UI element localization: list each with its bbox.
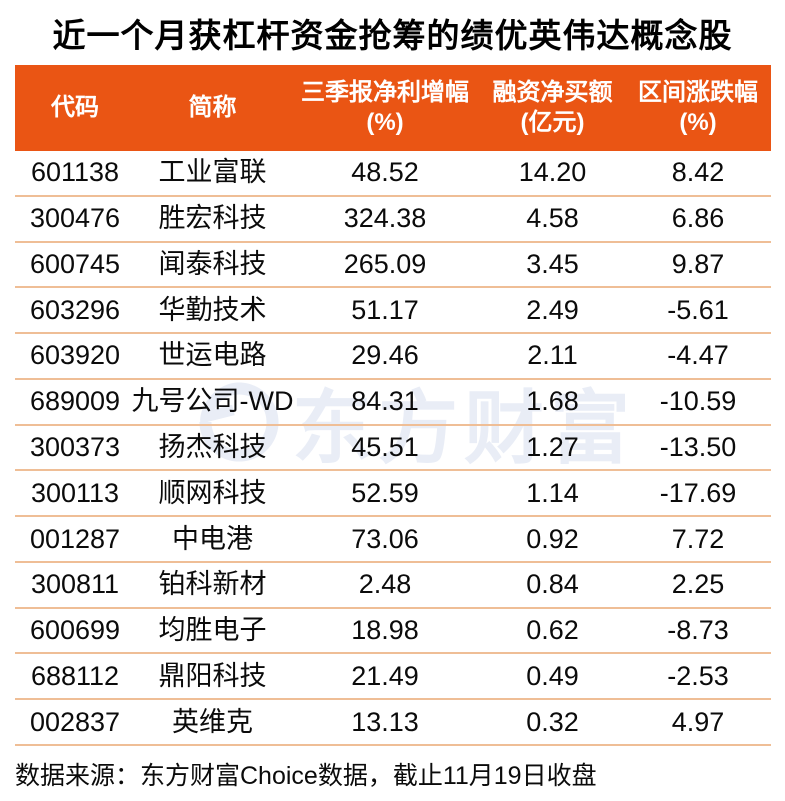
cell-name: 中电港 bbox=[172, 523, 253, 554]
cell-net-buy: 4.58 bbox=[526, 203, 579, 234]
cell-net-buy: 1.68 bbox=[526, 386, 579, 417]
table-row: 600745 闻泰科技 265.09 3.45 9.87 bbox=[15, 243, 771, 289]
table-row: 600699 均胜电子 18.98 0.62 -8.73 bbox=[15, 609, 771, 655]
table-row: 300811 铂科新材 2.48 0.84 2.25 bbox=[15, 563, 771, 609]
table-row: 300476 胜宏科技 324.38 4.58 6.86 bbox=[15, 197, 771, 243]
cell-range-change: -17.69 bbox=[659, 477, 737, 508]
table-row: 002837 英维克 13.13 0.32 4.97 bbox=[15, 700, 771, 746]
column-header-profit-growth: 三季报净利增幅 (%) bbox=[290, 65, 480, 151]
cell-code: 603296 bbox=[29, 294, 121, 325]
cell-name: 华勤技术 bbox=[158, 294, 267, 325]
cell-code: 600745 bbox=[29, 248, 121, 279]
cell-range-change: 2.25 bbox=[671, 569, 725, 600]
cell-range-change: 9.87 bbox=[671, 248, 725, 279]
cell-profit-growth: 29.46 bbox=[351, 340, 419, 371]
header-line1: 区间涨跌幅 bbox=[638, 79, 758, 106]
cell-code: 601138 bbox=[30, 157, 120, 188]
cell-profit-growth: 84.31 bbox=[351, 386, 419, 417]
cell-net-buy: 0.32 bbox=[526, 706, 579, 737]
cell-name: 工业富联 bbox=[158, 157, 267, 188]
cell-profit-growth: 265.09 bbox=[343, 248, 427, 279]
stock-table: 代码 简称 三季报净利增幅 (%) 融资净买额 (亿元) 区间涨跌幅 (%) 6… bbox=[15, 65, 771, 746]
cell-profit-growth: 13.13 bbox=[351, 706, 419, 737]
header-line2: (亿元) bbox=[520, 109, 585, 136]
table-row: 601138 工业富联 48.52 14.20 8.42 bbox=[15, 151, 771, 197]
cell-name: 扬杰科技 bbox=[158, 431, 267, 462]
cell-range-change: -4.47 bbox=[667, 340, 729, 371]
cell-code: 300811 bbox=[30, 569, 120, 600]
cell-range-change: 8.42 bbox=[671, 157, 725, 188]
column-header-range-change: 区间涨跌幅 (%) bbox=[625, 65, 771, 151]
cell-net-buy: 1.14 bbox=[526, 477, 579, 508]
table-row: 603296 华勤技术 51.17 2.49 -5.61 bbox=[15, 288, 771, 335]
cell-code: 300373 bbox=[29, 431, 121, 462]
cell-code: 300476 bbox=[29, 203, 121, 234]
cell-net-buy: 2.49 bbox=[526, 294, 579, 325]
column-header-code: 代码 bbox=[15, 65, 135, 151]
data-source-note: 数据来源：东方财富Choice数据，截止11月19日收盘 bbox=[15, 762, 597, 790]
column-header-net-buy: 融资净买额 (亿元) bbox=[480, 65, 625, 151]
cell-net-buy: 14.20 bbox=[518, 157, 587, 188]
cell-code: 600699 bbox=[29, 615, 121, 646]
cell-profit-growth: 324.38 bbox=[343, 203, 427, 234]
cell-net-buy: 3.45 bbox=[526, 248, 579, 279]
cell-profit-growth: 2.48 bbox=[358, 569, 412, 600]
cell-code: 689009 bbox=[29, 386, 121, 417]
header-line1: 简称 bbox=[188, 94, 237, 121]
cell-profit-growth: 21.49 bbox=[351, 660, 419, 691]
cell-range-change: -13.50 bbox=[659, 431, 737, 462]
table-header-row: 代码 简称 三季报净利增幅 (%) 融资净买额 (亿元) 区间涨跌幅 (%) bbox=[15, 65, 771, 151]
table-body: 601138 工业富联 48.52 14.20 8.42 300476 胜宏科技… bbox=[15, 151, 771, 746]
cell-range-change: 6.86 bbox=[671, 203, 725, 234]
page-title: 近一个月获杠杆资金抢筹的绩优英伟达概念股 bbox=[52, 17, 733, 54]
cell-net-buy: 1.27 bbox=[526, 431, 579, 462]
column-header-name: 简称 bbox=[135, 65, 290, 151]
cell-code: 002837 bbox=[29, 706, 121, 737]
cell-net-buy: 2.11 bbox=[527, 340, 578, 371]
cell-range-change: -5.61 bbox=[667, 294, 729, 325]
table-row: 300373 扬杰科技 45.51 1.27 -13.50 bbox=[15, 426, 771, 472]
cell-profit-growth: 48.52 bbox=[351, 157, 419, 188]
header-line1: 代码 bbox=[51, 94, 99, 121]
cell-name: 世运电路 bbox=[158, 340, 267, 371]
cell-name: 英维克 bbox=[172, 706, 253, 737]
cell-name: 铂科新材 bbox=[158, 569, 267, 600]
cell-name: 胜宏科技 bbox=[158, 203, 267, 234]
cell-net-buy: 0.92 bbox=[526, 523, 579, 554]
cell-range-change: -2.53 bbox=[667, 660, 729, 691]
cell-name: 顺网科技 bbox=[158, 477, 267, 508]
cell-profit-growth: 45.51 bbox=[351, 431, 419, 462]
table-row: 688112 鼎阳科技 21.49 0.49 -2.53 bbox=[15, 654, 771, 701]
header-line1: 融资净买额 bbox=[492, 79, 613, 106]
table-row: 001287 中电港 73.06 0.92 7.72 bbox=[15, 517, 771, 563]
cell-range-change: -8.73 bbox=[667, 615, 729, 646]
cell-net-buy: 0.84 bbox=[526, 569, 579, 600]
cell-code: 603920 bbox=[29, 340, 121, 371]
cell-code: 300113 bbox=[30, 477, 120, 508]
table-row: 300113 顺网科技 52.59 1.14 -17.69 bbox=[15, 471, 771, 518]
cell-range-change: 7.72 bbox=[671, 523, 725, 554]
cell-range-change: 4.97 bbox=[671, 706, 725, 737]
cell-net-buy: 0.62 bbox=[526, 615, 579, 646]
cell-code: 688112 bbox=[30, 660, 120, 691]
table-row: 603920 世运电路 29.46 2.11 -4.47 bbox=[15, 334, 771, 380]
header-line2: (%) bbox=[366, 109, 404, 136]
cell-profit-growth: 51.17 bbox=[351, 294, 419, 325]
cell-name: 均胜电子 bbox=[158, 615, 267, 646]
cell-profit-growth: 18.98 bbox=[351, 615, 419, 646]
header-line1: 三季报净利增幅 bbox=[301, 79, 469, 106]
cell-range-change: -10.59 bbox=[659, 386, 737, 417]
cell-name: 鼎阳科技 bbox=[158, 660, 267, 691]
header-line2: (%) bbox=[679, 109, 717, 136]
table-row: 689009 九号公司-WD 84.31 1.68 -10.59 bbox=[15, 380, 771, 426]
cell-net-buy: 0.49 bbox=[526, 660, 579, 691]
cell-profit-growth: 52.59 bbox=[351, 477, 419, 508]
cell-name: 闻泰科技 bbox=[158, 248, 267, 279]
cell-profit-growth: 73.06 bbox=[351, 523, 419, 554]
cell-name: 九号公司-WD bbox=[131, 386, 294, 417]
cell-code: 001287 bbox=[29, 523, 121, 554]
